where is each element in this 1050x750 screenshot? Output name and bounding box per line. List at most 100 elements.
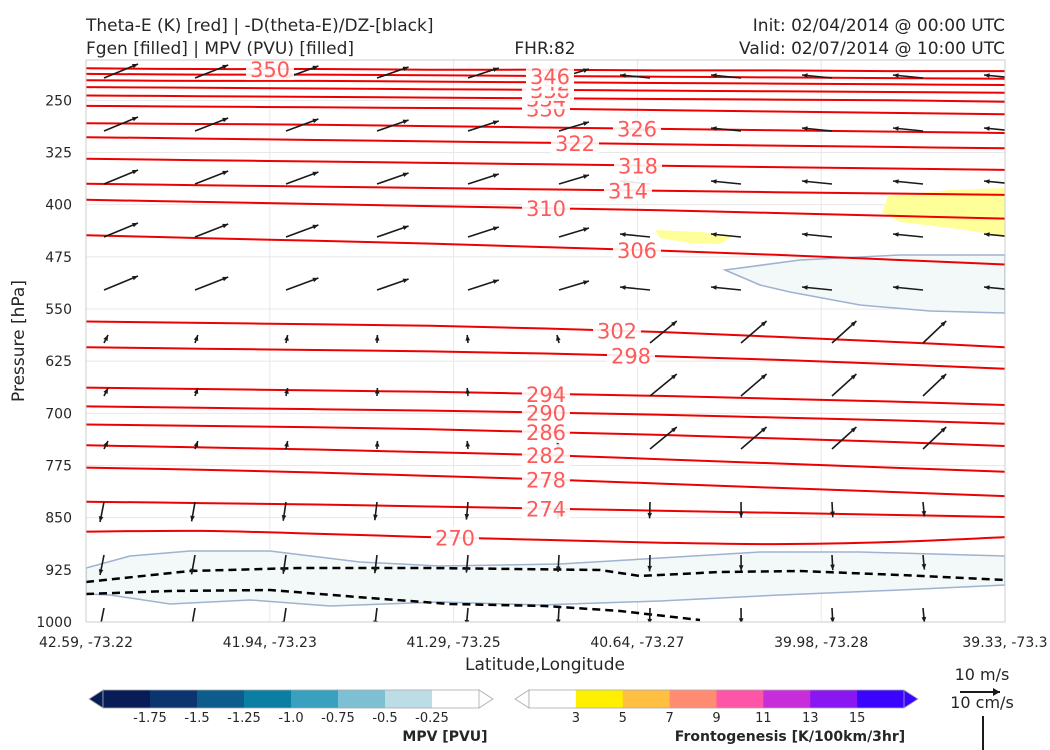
wind-vector-head	[402, 225, 409, 231]
fgen-colorbar-swatch	[575, 690, 624, 708]
wind-vector-head	[711, 232, 717, 237]
wind-vector-head	[1030, 321, 1036, 327]
fgen-colorbar-tick: 15	[849, 711, 866, 726]
fgen-colorbar-end	[514, 689, 530, 709]
wind-vector-head	[893, 232, 899, 237]
wind-vector	[376, 278, 409, 291]
wind-vector-head	[312, 171, 319, 177]
mpv-colorbar-tick: -0.5	[372, 711, 397, 726]
theta-e-label-bg	[522, 421, 570, 444]
wind-vector-head	[103, 441, 108, 447]
wind-vector-head	[465, 335, 471, 341]
fgen-colorbar-label: Frontogenesis [K/100km/3hr]	[675, 729, 905, 745]
wind-vector	[285, 224, 319, 238]
wind-vector-head	[984, 232, 990, 237]
mpv-colorbar-end	[88, 689, 104, 709]
wind-vector-head	[492, 279, 499, 284]
fgen-colorbar-swatch	[716, 690, 764, 708]
theta-e-label-bg	[522, 468, 570, 491]
theta-e-label-bg	[593, 319, 641, 342]
theta-e-label-bg	[431, 526, 479, 549]
wind-vector-head	[671, 427, 677, 433]
wind-vector-head	[555, 566, 561, 572]
theta-e-label: 302	[597, 320, 637, 344]
wind-vector-head	[647, 512, 653, 519]
wind-vector-head	[984, 126, 990, 131]
theta-e-label: 282	[526, 444, 566, 468]
wind-vector	[374, 607, 378, 622]
wind-vector-head	[312, 277, 319, 283]
wind-vector-head	[671, 374, 677, 380]
mpv-colorbar-end	[478, 689, 494, 709]
fgen-colorbar: 3 5 7 9 11 13 15	[514, 689, 919, 726]
mpv-colorbar-swatch	[432, 690, 480, 708]
wind-vector-head	[620, 285, 626, 290]
theta-e-label: 306	[617, 239, 657, 263]
chart-title-line-2: Fgen [filled] | MPV (PVU) [filled]	[86, 39, 354, 59]
wind-vector-head	[222, 64, 229, 70]
wind-vector-head	[103, 335, 108, 341]
wind-vector	[649, 373, 678, 397]
wind-vector-head	[132, 222, 138, 228]
x-tick-label: 40.64, -73.27	[590, 635, 684, 651]
wind-vector-head	[193, 335, 199, 341]
wind-vector-head	[103, 388, 108, 394]
y-tick-label: 925	[45, 563, 72, 579]
y-tick-label: 550	[45, 302, 72, 318]
wind-vector-head	[132, 63, 138, 69]
wind-vector-head	[1030, 427, 1036, 433]
wind-vector-head	[830, 564, 835, 571]
forecast-hour: FHR:82	[514, 39, 575, 59]
wind-vector-head	[893, 179, 899, 184]
theta-e-contour	[86, 234, 1005, 266]
mpv-colorbar-swatch	[197, 690, 245, 708]
wind-vector-head	[492, 120, 499, 125]
wind-vector	[194, 276, 229, 291]
wind-vector	[103, 116, 139, 132]
wind-vector-head	[850, 321, 857, 327]
wind-vector-head	[281, 567, 287, 574]
wind-vector-head	[921, 563, 927, 570]
x-tick-label: 39.98, -73.28	[774, 635, 868, 651]
stability-dashed-line	[86, 588, 701, 622]
wind-vector-head	[760, 374, 767, 380]
wind-vector	[103, 222, 139, 238]
wind-vector-head	[555, 619, 561, 622]
reference-arrowhead	[993, 688, 1000, 696]
wind-vector-head	[98, 569, 104, 575]
reference-vectors: 10 m/s 10 cm/s	[950, 665, 1014, 750]
wind-vector-head	[190, 515, 195, 522]
wind-vector-head	[465, 388, 471, 394]
theta-e-label: 290	[526, 402, 566, 426]
wind-vector-head	[711, 285, 717, 290]
theta-e-label-bg	[522, 497, 570, 520]
theta-e-label: 274	[526, 498, 566, 522]
wind-vector-head	[711, 73, 717, 78]
y-tick-label: 400	[45, 198, 72, 214]
mpv-colorbar-swatch	[291, 690, 339, 708]
theta-e-label: 346	[530, 65, 570, 89]
wind-vector	[557, 607, 560, 622]
wind-vector-head	[284, 441, 289, 447]
reference-vector-horizontal-label: 10 m/s	[955, 665, 1010, 684]
wind-vector-head	[193, 441, 199, 447]
wind-vector-head	[492, 226, 499, 231]
wind-vector-head	[802, 232, 808, 237]
theta-e-label-bg	[526, 65, 574, 88]
plot-border	[85, 59, 1006, 623]
wind-vector	[285, 118, 319, 132]
wind-vector-head	[984, 73, 990, 78]
wind-vector	[1014, 502, 1016, 516]
wind-vector-head	[921, 616, 927, 622]
wind-vector-head	[984, 179, 990, 184]
y-tick-label: 250	[45, 93, 72, 109]
wind-vector-head	[738, 512, 744, 518]
wind-vector-head	[373, 567, 378, 574]
wind-vector-head	[620, 73, 626, 78]
wind-vector-head	[830, 617, 835, 622]
wind-vector-head	[374, 335, 380, 341]
mpv-colorbar-swatch	[150, 690, 198, 708]
mpv-colorbar-swatch	[385, 690, 433, 708]
fgen-colorbar-swatch	[529, 690, 577, 708]
